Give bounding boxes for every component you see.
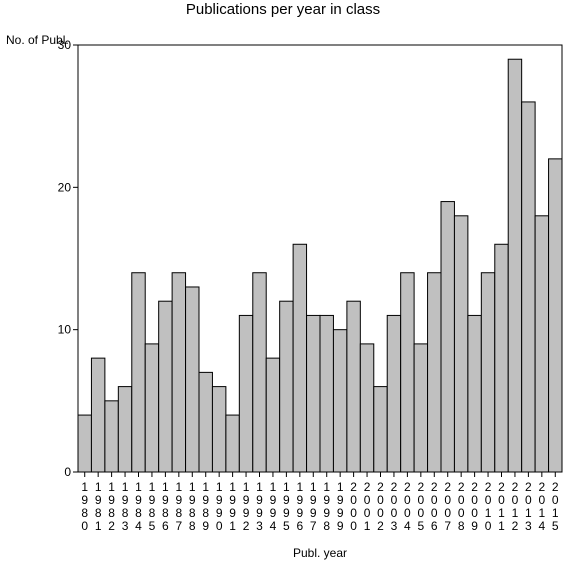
bar-1995	[279, 300, 294, 473]
bar-1981	[90, 357, 106, 473]
bar-1991	[225, 414, 240, 473]
bar-2006	[427, 272, 442, 473]
bar-2014	[534, 215, 550, 473]
bar-1985	[144, 343, 160, 473]
bar-1992	[238, 314, 254, 473]
y-tick-label-30: 30	[58, 38, 72, 52]
x-axis: 1 9 8 0 1 9 8 1 1 9 8 2 1 9 8 3 1 9 8 4 1 9 8 5 1 9 8 6 1 9 8 7 1 9 8 8 1 9 8 9…	[81, 472, 559, 533]
bar-2013	[521, 101, 536, 473]
bar-1986	[158, 300, 173, 473]
bar-1984	[131, 272, 146, 473]
bar-1993	[252, 272, 267, 473]
bar-2015	[548, 158, 563, 473]
y-tick-label-20: 20	[58, 180, 72, 194]
bar-1987	[171, 272, 187, 473]
bar-1980	[77, 414, 92, 473]
bar-1997	[306, 314, 321, 473]
bar-2010	[480, 272, 496, 473]
bar-1998	[319, 314, 334, 473]
plot-frame	[77, 44, 563, 473]
y-tick-label-0: 0	[64, 465, 71, 479]
bars-group	[77, 58, 563, 473]
bar-2005	[413, 343, 429, 473]
bar-1989	[198, 371, 213, 473]
bar-2007	[440, 201, 455, 473]
bar-2000	[346, 300, 361, 473]
chart-title: Publications per year in class	[186, 1, 380, 18]
bar-2009	[467, 314, 482, 473]
bar-1982	[104, 400, 119, 473]
y-axis-label: No. of Publ.	[6, 33, 69, 47]
bar-2002	[373, 386, 388, 473]
bar-2003	[386, 314, 402, 473]
y-axis: 0 10 20 30	[58, 38, 78, 479]
bar-2004	[400, 272, 415, 473]
y-tick-label-10: 10	[58, 323, 72, 337]
bar-2011	[494, 243, 509, 473]
bar-1994	[265, 357, 281, 473]
bar-2012	[507, 58, 523, 473]
bar-1983	[117, 386, 133, 473]
bar-1996	[292, 243, 308, 473]
bar-1999	[332, 329, 348, 473]
bar-2008	[453, 215, 469, 473]
x-axis-label: Publ. year	[293, 546, 347, 560]
bar-1990	[211, 386, 227, 473]
bar-2001	[359, 343, 375, 473]
bar-1988	[185, 286, 200, 473]
